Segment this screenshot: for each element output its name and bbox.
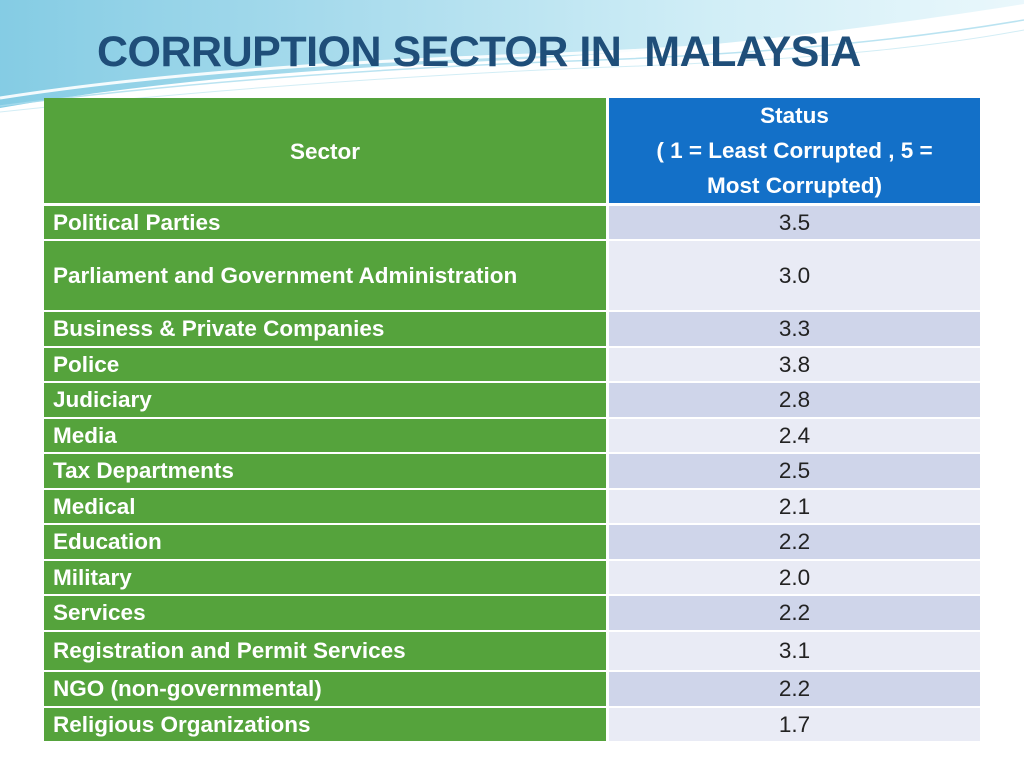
- table-row: Education 2.2: [44, 525, 980, 561]
- status-value-cell: 2.5: [609, 454, 980, 490]
- table-row: Police 3.8: [44, 348, 980, 383]
- table-row: Military 2.0: [44, 561, 980, 596]
- sector-cell: Religious Organizations: [44, 708, 609, 743]
- slide-title: CORRUPTION SECTOR IN MALAYSIA: [97, 28, 861, 76]
- sector-cell: Political Parties: [44, 206, 609, 241]
- sector-cell: Business & Private Companies: [44, 312, 609, 348]
- sector-cell: Military: [44, 561, 609, 596]
- status-value-cell: 3.1: [609, 632, 980, 672]
- sector-cell: Parliament and Government Administration: [44, 241, 609, 312]
- status-value-cell: 2.2: [609, 596, 980, 632]
- table-row: Media 2.4: [44, 419, 980, 454]
- sector-cell: Tax Departments: [44, 454, 609, 490]
- status-value-cell: 2.2: [609, 525, 980, 561]
- sector-cell: Education: [44, 525, 609, 561]
- sector-cell: Registration and Permit Services: [44, 632, 609, 672]
- status-value-cell: 3.5: [609, 206, 980, 241]
- table-row: Medical 2.1: [44, 490, 980, 525]
- status-value-cell: 2.0: [609, 561, 980, 596]
- table-header-row: Sector Status ( 1 = Least Corrupted , 5 …: [44, 98, 980, 206]
- table-row: Tax Departments 2.5: [44, 454, 980, 490]
- sector-cell: Medical: [44, 490, 609, 525]
- decorative-swoosh-background: [0, 0, 1024, 113]
- sector-cell: Judiciary: [44, 383, 609, 419]
- corruption-sector-table: Sector Status ( 1 = Least Corrupted , 5 …: [44, 98, 980, 743]
- column-header-status: Status ( 1 = Least Corrupted , 5 = Most …: [609, 98, 980, 206]
- table-row: Business & Private Companies 3.3: [44, 312, 980, 348]
- sector-cell: Media: [44, 419, 609, 454]
- status-value-cell: 2.1: [609, 490, 980, 525]
- status-header-scale-end: Most Corrupted): [707, 173, 882, 198]
- table-row: NGO (non-governmental) 2.2: [44, 672, 980, 708]
- table-row: Registration and Permit Services 3.1: [44, 632, 980, 672]
- status-header-scale: ( 1 = Least Corrupted , 5 =: [656, 138, 933, 163]
- status-value-cell: 2.2: [609, 672, 980, 708]
- status-value-cell: 3.8: [609, 348, 980, 383]
- table-row: Parliament and Government Administration…: [44, 241, 980, 312]
- status-value-cell: 1.7: [609, 708, 980, 743]
- column-header-sector: Sector: [44, 98, 609, 206]
- table-row: Services 2.2: [44, 596, 980, 632]
- status-value-cell: 2.8: [609, 383, 980, 419]
- status-header-title: Status: [760, 103, 829, 128]
- table-row: Judiciary 2.8: [44, 383, 980, 419]
- sector-cell: Police: [44, 348, 609, 383]
- sector-cell: Services: [44, 596, 609, 632]
- status-value-cell: 3.3: [609, 312, 980, 348]
- status-value-cell: 3.0: [609, 241, 980, 312]
- table-row: Political Parties 3.5: [44, 206, 980, 241]
- table-row: Religious Organizations 1.7: [44, 708, 980, 743]
- sector-cell: NGO (non-governmental): [44, 672, 609, 708]
- status-value-cell: 2.4: [609, 419, 980, 454]
